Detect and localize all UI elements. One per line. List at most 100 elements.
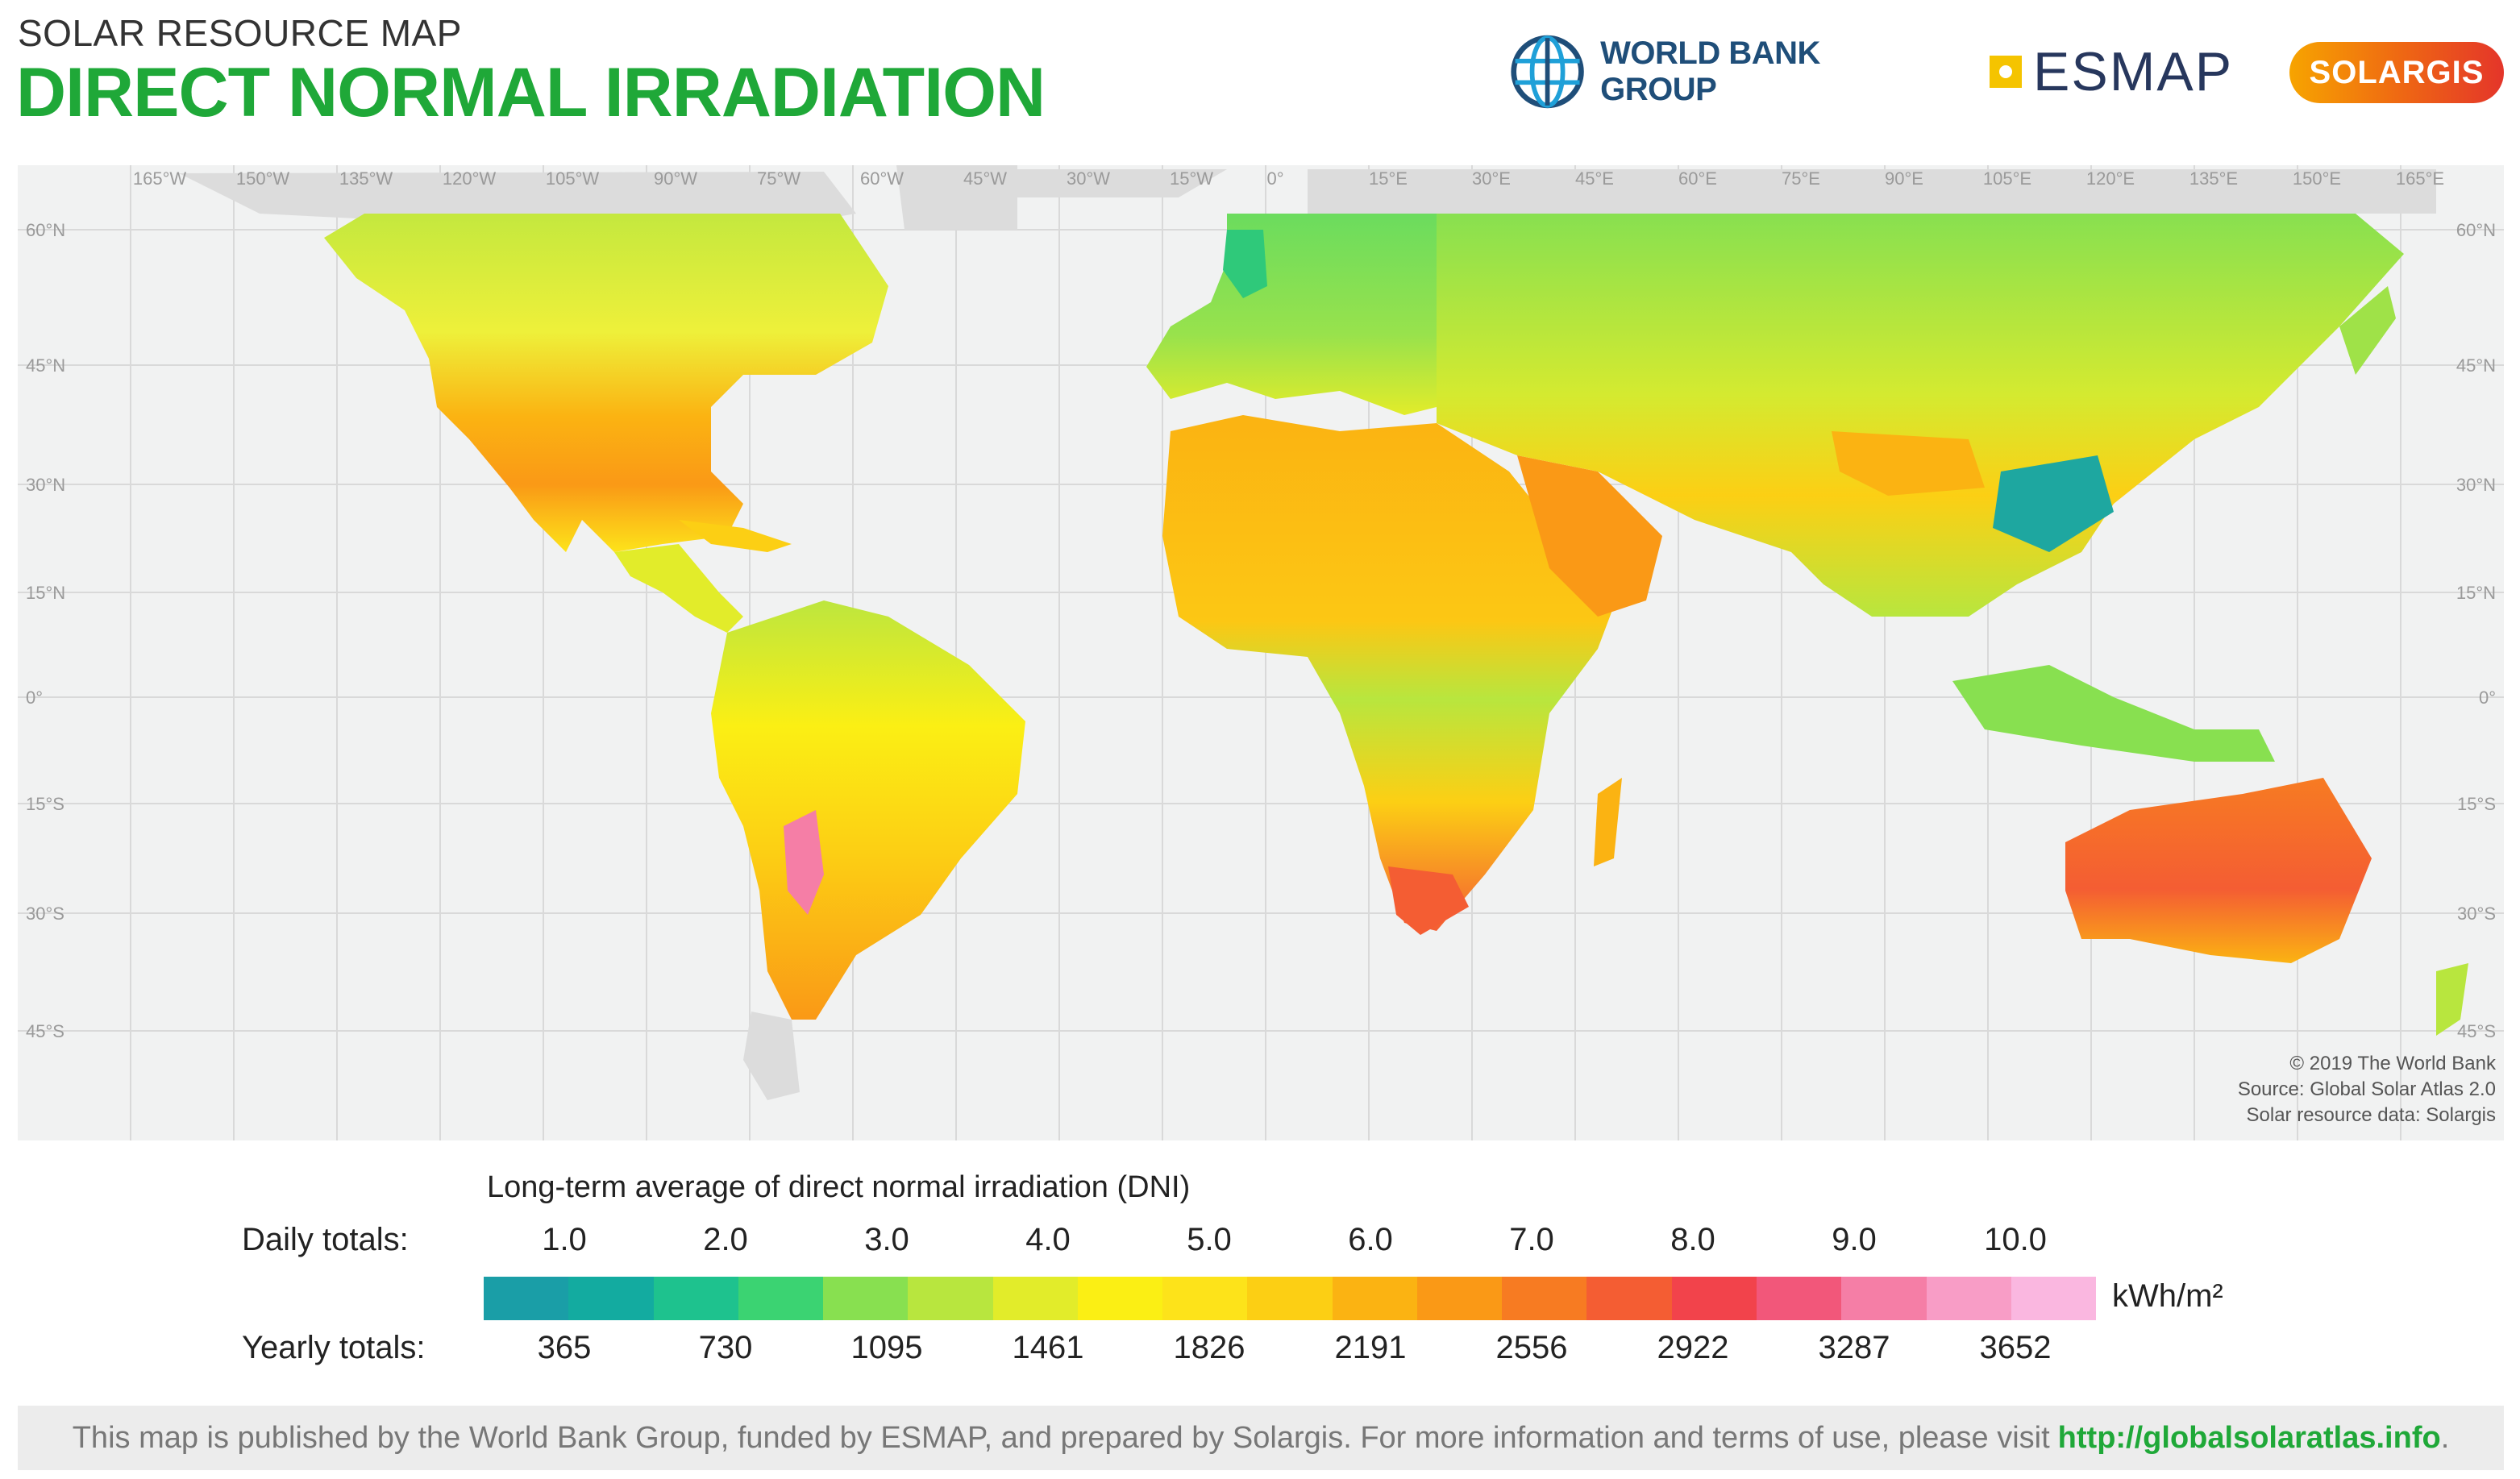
daily-tick: 1.0 bbox=[542, 1222, 587, 1257]
lat-label: 15°S bbox=[26, 794, 64, 814]
lat-label: 0° bbox=[2479, 688, 2496, 708]
color-swatch bbox=[484, 1277, 569, 1320]
china-low-dni bbox=[1993, 455, 2114, 552]
no-data-land bbox=[179, 169, 2436, 1100]
globe-icon bbox=[1511, 35, 1584, 109]
lon-label: 15°W bbox=[1170, 168, 1213, 189]
solargis-logo-text: SOLARGIS bbox=[2309, 54, 2485, 90]
yearly-tick: 1095 bbox=[850, 1330, 923, 1365]
lat-label: 0° bbox=[26, 688, 43, 708]
lat-label: 45°N bbox=[2456, 355, 2496, 376]
solargis-logo: SOLARGIS bbox=[2289, 42, 2504, 103]
lat-label: 30°N bbox=[26, 475, 65, 495]
color-swatch bbox=[1077, 1277, 1163, 1320]
lat-label: 15°N bbox=[26, 583, 65, 603]
yearly-tick: 365 bbox=[537, 1330, 592, 1365]
yearly-tick: 3652 bbox=[1979, 1330, 2052, 1365]
color-swatch bbox=[1502, 1277, 1587, 1320]
color-swatch bbox=[653, 1277, 738, 1320]
yearly-tick: 1461 bbox=[1012, 1330, 1084, 1365]
lat-label: 60°N bbox=[2456, 220, 2496, 240]
yearly-totals-label: Yearly totals: bbox=[242, 1330, 426, 1365]
australia bbox=[2065, 778, 2372, 963]
daily-tick: 3.0 bbox=[864, 1222, 909, 1257]
japan bbox=[2339, 286, 2396, 375]
daily-tick: 5.0 bbox=[1187, 1222, 1232, 1257]
daily-tick: 10.0 bbox=[1984, 1222, 2047, 1257]
lon-label: 165°E bbox=[2396, 168, 2444, 189]
lat-label: 15°N bbox=[2456, 583, 2496, 603]
color-swatch bbox=[823, 1277, 909, 1320]
yearly-tick-row: 365 730 1095 1461 1826 2191 2556 2922 32… bbox=[0, 1330, 2520, 1370]
british-isles bbox=[1223, 230, 1267, 298]
color-swatch bbox=[1247, 1277, 1333, 1320]
world-dni-map: 165°W 150°W 135°W 120°W 105°W 90°W 75°W … bbox=[18, 165, 2504, 1140]
daily-tick: 7.0 bbox=[1509, 1222, 1554, 1257]
andes-high-dni bbox=[784, 810, 824, 915]
yearly-tick: 2556 bbox=[1495, 1330, 1568, 1365]
lon-label: 30°E bbox=[1472, 168, 1511, 189]
daily-tick: 8.0 bbox=[1670, 1222, 1715, 1257]
world-bank-logo-text: WORLD BANK GROUP bbox=[1600, 35, 1820, 107]
color-swatch bbox=[1671, 1277, 1757, 1320]
color-swatch bbox=[1162, 1277, 1248, 1320]
lon-label: 45°E bbox=[1575, 168, 1614, 189]
longitude-labels: 165°W 150°W 135°W 120°W 105°W 90°W 75°W … bbox=[133, 168, 2444, 189]
color-swatch bbox=[2011, 1277, 2097, 1320]
color-swatch bbox=[1586, 1277, 1672, 1320]
yearly-tick: 1826 bbox=[1173, 1330, 1245, 1365]
lon-label: 105°E bbox=[1983, 168, 2031, 189]
lon-label: 135°W bbox=[339, 168, 393, 189]
lon-label: 60°E bbox=[1678, 168, 1717, 189]
map-credits: © 2019 The World Bank Source: Global Sol… bbox=[2238, 1053, 2497, 1126]
footer-text: This map is published by the World Bank … bbox=[72, 1420, 2050, 1455]
lon-label: 60°W bbox=[860, 168, 904, 189]
daily-tick: 6.0 bbox=[1348, 1222, 1393, 1257]
north-america bbox=[324, 214, 888, 552]
color-swatch bbox=[738, 1277, 824, 1320]
yearly-tick: 2191 bbox=[1334, 1330, 1407, 1365]
tibet-high-dni bbox=[1832, 431, 1985, 496]
lon-label: 45°W bbox=[963, 168, 1007, 189]
footer-bar: This map is published by the World Bank … bbox=[18, 1406, 2504, 1470]
esmap-logo: ESMAP bbox=[1990, 35, 2233, 108]
lon-label: 120°E bbox=[2086, 168, 2135, 189]
footer-period: . bbox=[2440, 1420, 2450, 1455]
daily-tick: 2.0 bbox=[703, 1222, 748, 1257]
lat-label: 30°S bbox=[2457, 904, 2496, 924]
lon-label: 75°W bbox=[757, 168, 800, 189]
southeast-asia bbox=[1952, 665, 2275, 762]
lon-label: 30°W bbox=[1067, 168, 1110, 189]
color-swatch bbox=[1332, 1277, 1417, 1320]
data-source-text: Solar resource data: Solargis bbox=[2247, 1104, 2497, 1126]
new-zealand bbox=[2436, 963, 2468, 1036]
lon-label: 90°E bbox=[1885, 168, 1923, 189]
lon-label: 0° bbox=[1266, 168, 1283, 189]
map-title: DIRECT NORMAL IRRADIATION bbox=[16, 54, 1046, 131]
south-africa-high-dni bbox=[1388, 866, 1469, 935]
color-swatch bbox=[1841, 1277, 1927, 1320]
yearly-tick: 3287 bbox=[1818, 1330, 1890, 1365]
lat-label: 15°S bbox=[2457, 794, 2496, 814]
lon-label: 165°W bbox=[133, 168, 187, 189]
south-america bbox=[711, 600, 1025, 1020]
color-swatch bbox=[1926, 1277, 2011, 1320]
daily-totals-label: Daily totals: bbox=[242, 1222, 409, 1257]
lon-label: 150°E bbox=[2293, 168, 2341, 189]
lon-label: 15°E bbox=[1369, 168, 1408, 189]
globalsolaratlas-link[interactable]: http://globalsolaratlas.info bbox=[2057, 1420, 2441, 1455]
source-text: Source: Global Solar Atlas 2.0 bbox=[2238, 1078, 2496, 1100]
color-swatch bbox=[908, 1277, 993, 1320]
asia bbox=[1437, 214, 2404, 617]
caribbean bbox=[679, 520, 792, 552]
daily-tick: 4.0 bbox=[1025, 1222, 1071, 1257]
copyright-text: © 2019 The World Bank bbox=[2289, 1053, 2497, 1074]
arabian-peninsula bbox=[1517, 455, 1662, 617]
color-swatch bbox=[992, 1277, 1078, 1320]
lon-label: 150°W bbox=[236, 168, 290, 189]
africa bbox=[1162, 415, 1622, 931]
europe bbox=[1146, 214, 1437, 415]
unit-label: kWh/m² bbox=[2112, 1278, 2223, 1314]
lon-label: 90°W bbox=[654, 168, 697, 189]
greenland-edge bbox=[896, 165, 1017, 230]
